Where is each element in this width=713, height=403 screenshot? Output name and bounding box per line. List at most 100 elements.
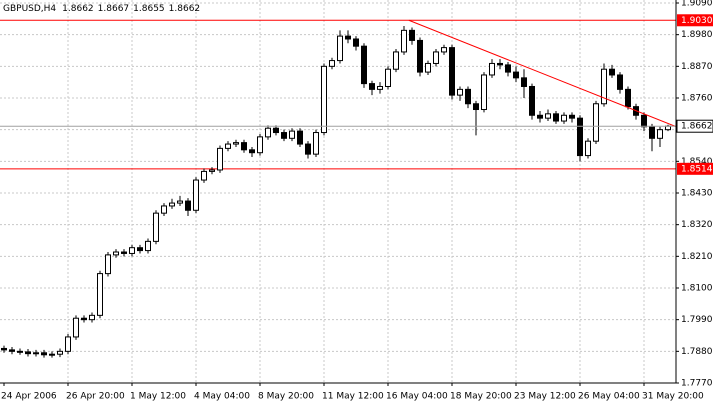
candle-body — [201, 170, 207, 181]
x-tick-label: 18 May 20:00 — [450, 392, 512, 402]
candle-body — [361, 45, 367, 85]
candle-body — [1, 347, 7, 351]
candle-body — [193, 179, 199, 211]
level-label-box — [677, 14, 713, 27]
candle-body — [57, 350, 63, 355]
candle-body — [449, 47, 455, 96]
candle-body — [241, 142, 247, 151]
candle-body — [153, 212, 159, 242]
candle-body — [377, 85, 383, 90]
candle-body — [625, 88, 631, 108]
candle-body — [145, 240, 151, 252]
candle-body — [425, 62, 431, 73]
level-label: 1.8514 — [681, 164, 713, 174]
candle-body — [185, 200, 191, 211]
candle-body — [641, 114, 647, 128]
candle-body — [529, 85, 535, 116]
candle-body — [81, 317, 87, 321]
candle-body — [257, 136, 263, 154]
candle-body — [497, 62, 503, 66]
candle-body — [369, 83, 375, 90]
chart-header: GBPUSD,H4 1.8662 1.8667 1.8655 1.8662 — [3, 4, 200, 14]
candle-body — [577, 117, 583, 157]
y-tick-label: 1.8760 — [681, 94, 713, 104]
candle-body — [65, 336, 71, 352]
candle-body — [297, 130, 303, 145]
candle-body — [305, 143, 311, 155]
candle-body — [345, 35, 351, 40]
candle-body — [129, 247, 135, 254]
y-tick-label: 1.8870 — [681, 62, 713, 72]
candle-body — [169, 202, 175, 207]
candle-body — [329, 60, 335, 67]
candle-body — [313, 132, 319, 155]
candle-body — [281, 132, 287, 139]
x-tick-label: 26 Apr 20:00 — [66, 392, 125, 402]
candle-body — [233, 142, 239, 145]
bid-label-box — [676, 119, 713, 133]
candle-body — [601, 68, 607, 105]
candle-body — [457, 88, 463, 96]
candle-body — [489, 62, 495, 76]
x-tick-label: 31 May 20:00 — [642, 392, 704, 402]
y-tick-label: 1.9090 — [681, 0, 713, 9]
candle-body — [17, 350, 23, 353]
candle-body — [321, 65, 327, 134]
candle-body — [225, 143, 231, 149]
x-tick-label: 1 May 12:00 — [130, 392, 186, 402]
candle-body — [537, 114, 543, 119]
candle-body — [33, 352, 39, 355]
candle-body — [89, 314, 95, 321]
x-tick-label: 23 May 12:00 — [514, 392, 576, 402]
candle-body — [609, 68, 615, 76]
candle-body — [465, 88, 471, 105]
header-open: 1.8662 — [62, 4, 94, 14]
candle-body — [97, 273, 103, 316]
candle-body — [441, 47, 447, 53]
symbol: GBPUSD,H4 — [3, 4, 56, 14]
trend-line — [408, 19, 681, 129]
x-tick-label: 26 May 04:00 — [578, 392, 640, 402]
candle-body — [433, 51, 439, 64]
y-tick-label: 1.8540 — [681, 157, 713, 167]
candle-body — [217, 147, 223, 171]
x-tick-label: 16 May 04:00 — [386, 392, 448, 402]
candle-body — [113, 251, 119, 256]
candle-body — [73, 317, 79, 338]
y-tick-label: 1.7880 — [681, 347, 713, 357]
candle-body — [513, 71, 519, 79]
candle-body — [401, 29, 407, 53]
candle-body — [289, 130, 295, 139]
candle-body — [273, 127, 279, 134]
y-tick-label: 1.7770 — [681, 379, 713, 389]
candle-body — [25, 351, 31, 355]
candle-body — [521, 77, 527, 87]
candle-body — [177, 200, 183, 204]
y-tick-label: 1.7990 — [681, 315, 713, 325]
candle-body — [105, 254, 111, 275]
candle-body — [209, 169, 215, 172]
candle-body — [41, 352, 47, 356]
candle-body — [481, 74, 487, 111]
candle-body — [9, 349, 15, 352]
level-label: 1.9030 — [681, 16, 713, 26]
candle-body — [649, 126, 655, 139]
candle-body — [393, 51, 399, 70]
header-close: 1.8662 — [169, 4, 201, 14]
candle-body — [417, 39, 423, 73]
header-high: 1.8667 — [98, 4, 130, 14]
candle-body — [553, 113, 559, 122]
candle-body — [593, 103, 599, 142]
x-tick-label: 8 May 20:00 — [258, 392, 314, 402]
candle-body — [409, 29, 415, 41]
candle-body — [265, 127, 271, 138]
candle-body — [121, 251, 127, 254]
candle-body — [385, 68, 391, 87]
candle-body — [505, 64, 511, 73]
candle-body — [49, 353, 55, 356]
y-tick-label: 1.8430 — [681, 189, 713, 199]
candle-body — [545, 113, 551, 119]
y-tick-label: 1.8320 — [681, 220, 713, 230]
